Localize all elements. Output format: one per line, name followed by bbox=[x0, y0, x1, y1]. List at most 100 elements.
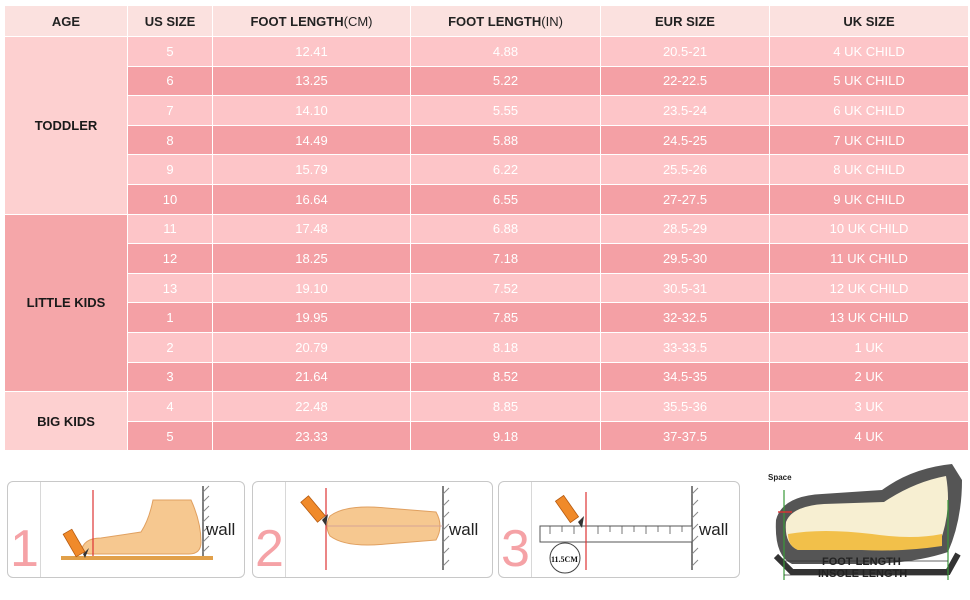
table-row: 2 20.79 8.18 33-33.5 1 UK bbox=[5, 331, 969, 363]
table-row: 12 18.25 7.18 29.5-30 11 UK CHILD bbox=[5, 243, 969, 274]
eur-size-cell: 20.5-21 bbox=[600, 36, 770, 67]
foot-length-cm-cell: 21.64 bbox=[212, 361, 411, 393]
insole-icon bbox=[788, 531, 942, 551]
us-size-cell: 5 bbox=[127, 36, 213, 67]
table-row: LITTLE KIDS 11 17.48 6.88 28.5-29 10 UK CHILD bbox=[4, 213, 969, 393]
uk-size-cell: 5 UK CHILD bbox=[769, 65, 969, 97]
step-1-wall-label: wall bbox=[206, 520, 236, 539]
eur-size-cell: 28.5-29 bbox=[600, 213, 770, 245]
uk-size-cell: 3 UK bbox=[769, 391, 969, 422]
table-body: TODDLER 5 12.41 4.88 20.5-21 4 UK CHILD 6 13.25… bbox=[4, 36, 969, 452]
wall-hatch-icon bbox=[202, 485, 210, 553]
foot-length-cm-cell: 14.10 bbox=[212, 95, 411, 126]
step-2-panel: 2 wall bbox=[252, 481, 493, 578]
ruler-icon bbox=[539, 525, 693, 543]
step-3-wall-label: wall bbox=[699, 520, 729, 539]
foot-length-in-cell: 9.18 bbox=[410, 420, 601, 452]
foot-length-cm-cell: 13.25 bbox=[212, 65, 411, 97]
header-foot-length-in-label: FOOT LENGTH bbox=[448, 13, 542, 29]
foot-length-in-cell: 7.52 bbox=[410, 272, 601, 304]
foot-length-in-cell: 8.52 bbox=[410, 361, 601, 393]
table-row: 9 15.79 6.22 25.5-26 8 UK CHILD bbox=[5, 154, 969, 185]
eur-size-cell: 33-33.5 bbox=[600, 331, 770, 363]
uk-size-cell: 12 UK CHILD bbox=[769, 272, 969, 304]
measure-badge-icon bbox=[549, 542, 581, 574]
table-row: 8 14.49 5.88 24.5-25 7 UK CHILD bbox=[5, 124, 969, 156]
us-size-cell: 1 bbox=[127, 302, 213, 333]
table-row: 13 19.10 7.52 30.5-31 12 UK CHILD bbox=[5, 272, 969, 304]
uk-size-cell: 2 UK bbox=[769, 361, 969, 393]
foot-length-in-cell: 7.18 bbox=[410, 243, 601, 274]
uk-size-cell: 10 UK CHILD bbox=[769, 213, 969, 245]
age-group-cell: TODDLER bbox=[4, 36, 128, 215]
space-label: Space bbox=[768, 473, 792, 482]
pencil-icon bbox=[62, 528, 89, 558]
header-foot-length-in-unit: (IN) bbox=[541, 13, 563, 29]
wall-hatch-icon bbox=[442, 487, 450, 567]
foot-length-cm-cell: 19.10 bbox=[212, 272, 411, 304]
eur-size-cell: 35.5-36 bbox=[600, 391, 770, 422]
wall-hatch-icon bbox=[691, 487, 699, 567]
us-size-cell: 5 bbox=[127, 420, 213, 452]
shoe-cross-section-icon bbox=[773, 464, 962, 580]
us-size-cell: 2 bbox=[127, 331, 213, 363]
header-uk-size: UK SIZE bbox=[769, 5, 969, 37]
floor-icon bbox=[61, 556, 213, 560]
uk-size-cell: 6 UK CHILD bbox=[769, 95, 969, 126]
us-size-cell: 7 bbox=[127, 95, 213, 126]
table-row: TODDLER 5 12.41 4.88 20.5-21 4 UK CHILD bbox=[4, 36, 969, 215]
foot-length-cm-cell: 15.79 bbox=[212, 154, 411, 185]
uk-size-cell: 1 UK bbox=[769, 331, 969, 363]
eur-size-cell: 29.5-30 bbox=[600, 243, 770, 274]
step-1-panel: 1 wall bbox=[7, 481, 245, 578]
foot-length-cm-cell: 19.95 bbox=[212, 302, 411, 333]
table-row: 7 14.10 5.55 23.5-24 6 UK CHILD bbox=[5, 95, 969, 126]
insole-length-label: INSOLE LENGTH bbox=[818, 568, 908, 580]
eur-size-cell: 23.5-24 bbox=[600, 95, 770, 126]
foot-length-in-cell: 8.18 bbox=[410, 331, 601, 363]
uk-size-cell: 7 UK CHILD bbox=[769, 124, 969, 156]
us-size-cell: 4 bbox=[127, 391, 213, 422]
step-2-number: 2 bbox=[255, 520, 284, 578]
table-header-row: AGE US SIZE FOOT LENGTH(CM) FOOT LENGTH(… bbox=[4, 5, 969, 37]
eur-size-cell: 22-22.5 bbox=[600, 65, 770, 97]
foot-length-in-cell: 5.88 bbox=[410, 124, 601, 156]
table-row: 5 23.33 9.18 37-37.5 4 UK bbox=[5, 420, 969, 452]
table-row: 10 16.64 6.55 27-27.5 9 UK CHILD bbox=[5, 183, 969, 215]
step-1-number: 1 bbox=[10, 520, 39, 578]
us-size-cell: 12 bbox=[127, 243, 213, 274]
foot-length-cm-cell: 20.79 bbox=[212, 331, 411, 363]
foot-length-in-cell: 6.55 bbox=[410, 183, 601, 215]
step-2-illustration bbox=[300, 486, 450, 570]
step-3-panel: 3 11.5CM wall bbox=[498, 481, 740, 578]
foot-length-cm-cell: 18.25 bbox=[212, 243, 411, 274]
step-3-measure-label: 11.5CM bbox=[551, 555, 578, 564]
step-2-wall-label: wall bbox=[449, 520, 479, 539]
foot-length-cm-cell: 14.49 bbox=[212, 124, 411, 156]
pencil-icon bbox=[300, 495, 328, 526]
table-row: 3 21.64 8.52 34.5-35 2 UK bbox=[5, 361, 969, 393]
foot-length-cm-cell: 16.64 bbox=[212, 183, 411, 215]
step-3-number-column: 3 bbox=[499, 482, 532, 577]
eur-size-cell: 25.5-26 bbox=[600, 154, 770, 185]
foot-length-label: FOOT LENGTH bbox=[822, 556, 901, 568]
age-group-cell: BIG KIDS bbox=[4, 391, 128, 452]
eur-size-cell: 32-32.5 bbox=[600, 302, 770, 333]
foot-length-in-cell: 8.85 bbox=[410, 391, 601, 422]
foot-length-cm-cell: 23.33 bbox=[212, 420, 411, 452]
eur-size-cell: 27-27.5 bbox=[600, 183, 770, 215]
pencil-icon bbox=[554, 494, 584, 528]
uk-size-cell: 8 UK CHILD bbox=[769, 154, 969, 185]
us-size-cell: 8 bbox=[127, 124, 213, 156]
table-row: 6 13.25 5.22 22-22.5 5 UK CHILD bbox=[5, 65, 969, 97]
header-foot-length-in: FOOT LENGTH(IN) bbox=[410, 5, 601, 37]
uk-size-cell: 11 UK CHILD bbox=[769, 243, 969, 274]
foot-length-in-cell: 6.22 bbox=[410, 154, 601, 185]
table-row: 1 19.95 7.85 32-32.5 13 UK CHILD bbox=[5, 302, 969, 333]
foot-length-in-cell: 4.88 bbox=[410, 36, 601, 67]
header-foot-length-cm: FOOT LENGTH(CM) bbox=[212, 5, 411, 37]
insole-diagram: Space FOOT LENGTH INSOLE LENGTH bbox=[762, 460, 968, 590]
eur-size-cell: 24.5-25 bbox=[600, 124, 770, 156]
us-size-cell: 6 bbox=[127, 65, 213, 97]
step-3-illustration bbox=[539, 486, 699, 574]
